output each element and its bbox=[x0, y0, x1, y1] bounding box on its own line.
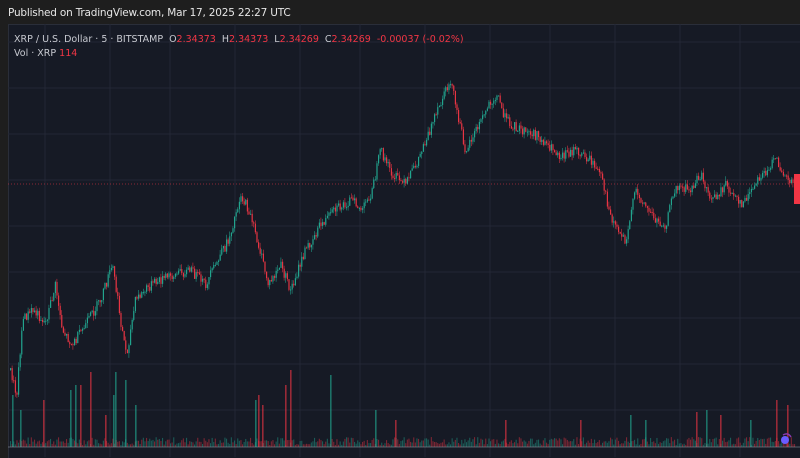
chart-legend: XRP / U.S. Dollar · 5 · BITSTAMP O2.34373… bbox=[14, 33, 464, 61]
last-price-marker bbox=[794, 174, 800, 204]
high-value: 2.34373 bbox=[229, 34, 269, 45]
published-caption: Published on TradingView.com, Mar 17, 20… bbox=[8, 7, 291, 19]
tradingview-logo-icon[interactable] bbox=[778, 432, 792, 446]
chart-pane[interactable] bbox=[8, 24, 800, 458]
change-value: -0.00037 (-0.02%) bbox=[376, 34, 464, 45]
high-label: H bbox=[221, 34, 229, 45]
volume-row: Vol · XRP 114 bbox=[14, 47, 464, 61]
open-value: 2.34373 bbox=[176, 34, 216, 45]
volume-value: 114 bbox=[59, 48, 78, 59]
ohlc-row: XRP / U.S. Dollar · 5 · BITSTAMP O2.34373… bbox=[14, 33, 464, 47]
volume-label[interactable]: Vol · XRP bbox=[14, 48, 57, 59]
close-value: 2.34269 bbox=[331, 34, 371, 45]
symbol-title[interactable]: XRP / U.S. Dollar · 5 · BITSTAMP bbox=[14, 34, 164, 45]
low-label: L bbox=[274, 34, 280, 45]
low-value: 2.34269 bbox=[279, 34, 319, 45]
close-label: C bbox=[324, 34, 332, 45]
candlestick-chart[interactable] bbox=[8, 24, 800, 457]
open-label: O bbox=[169, 34, 177, 45]
